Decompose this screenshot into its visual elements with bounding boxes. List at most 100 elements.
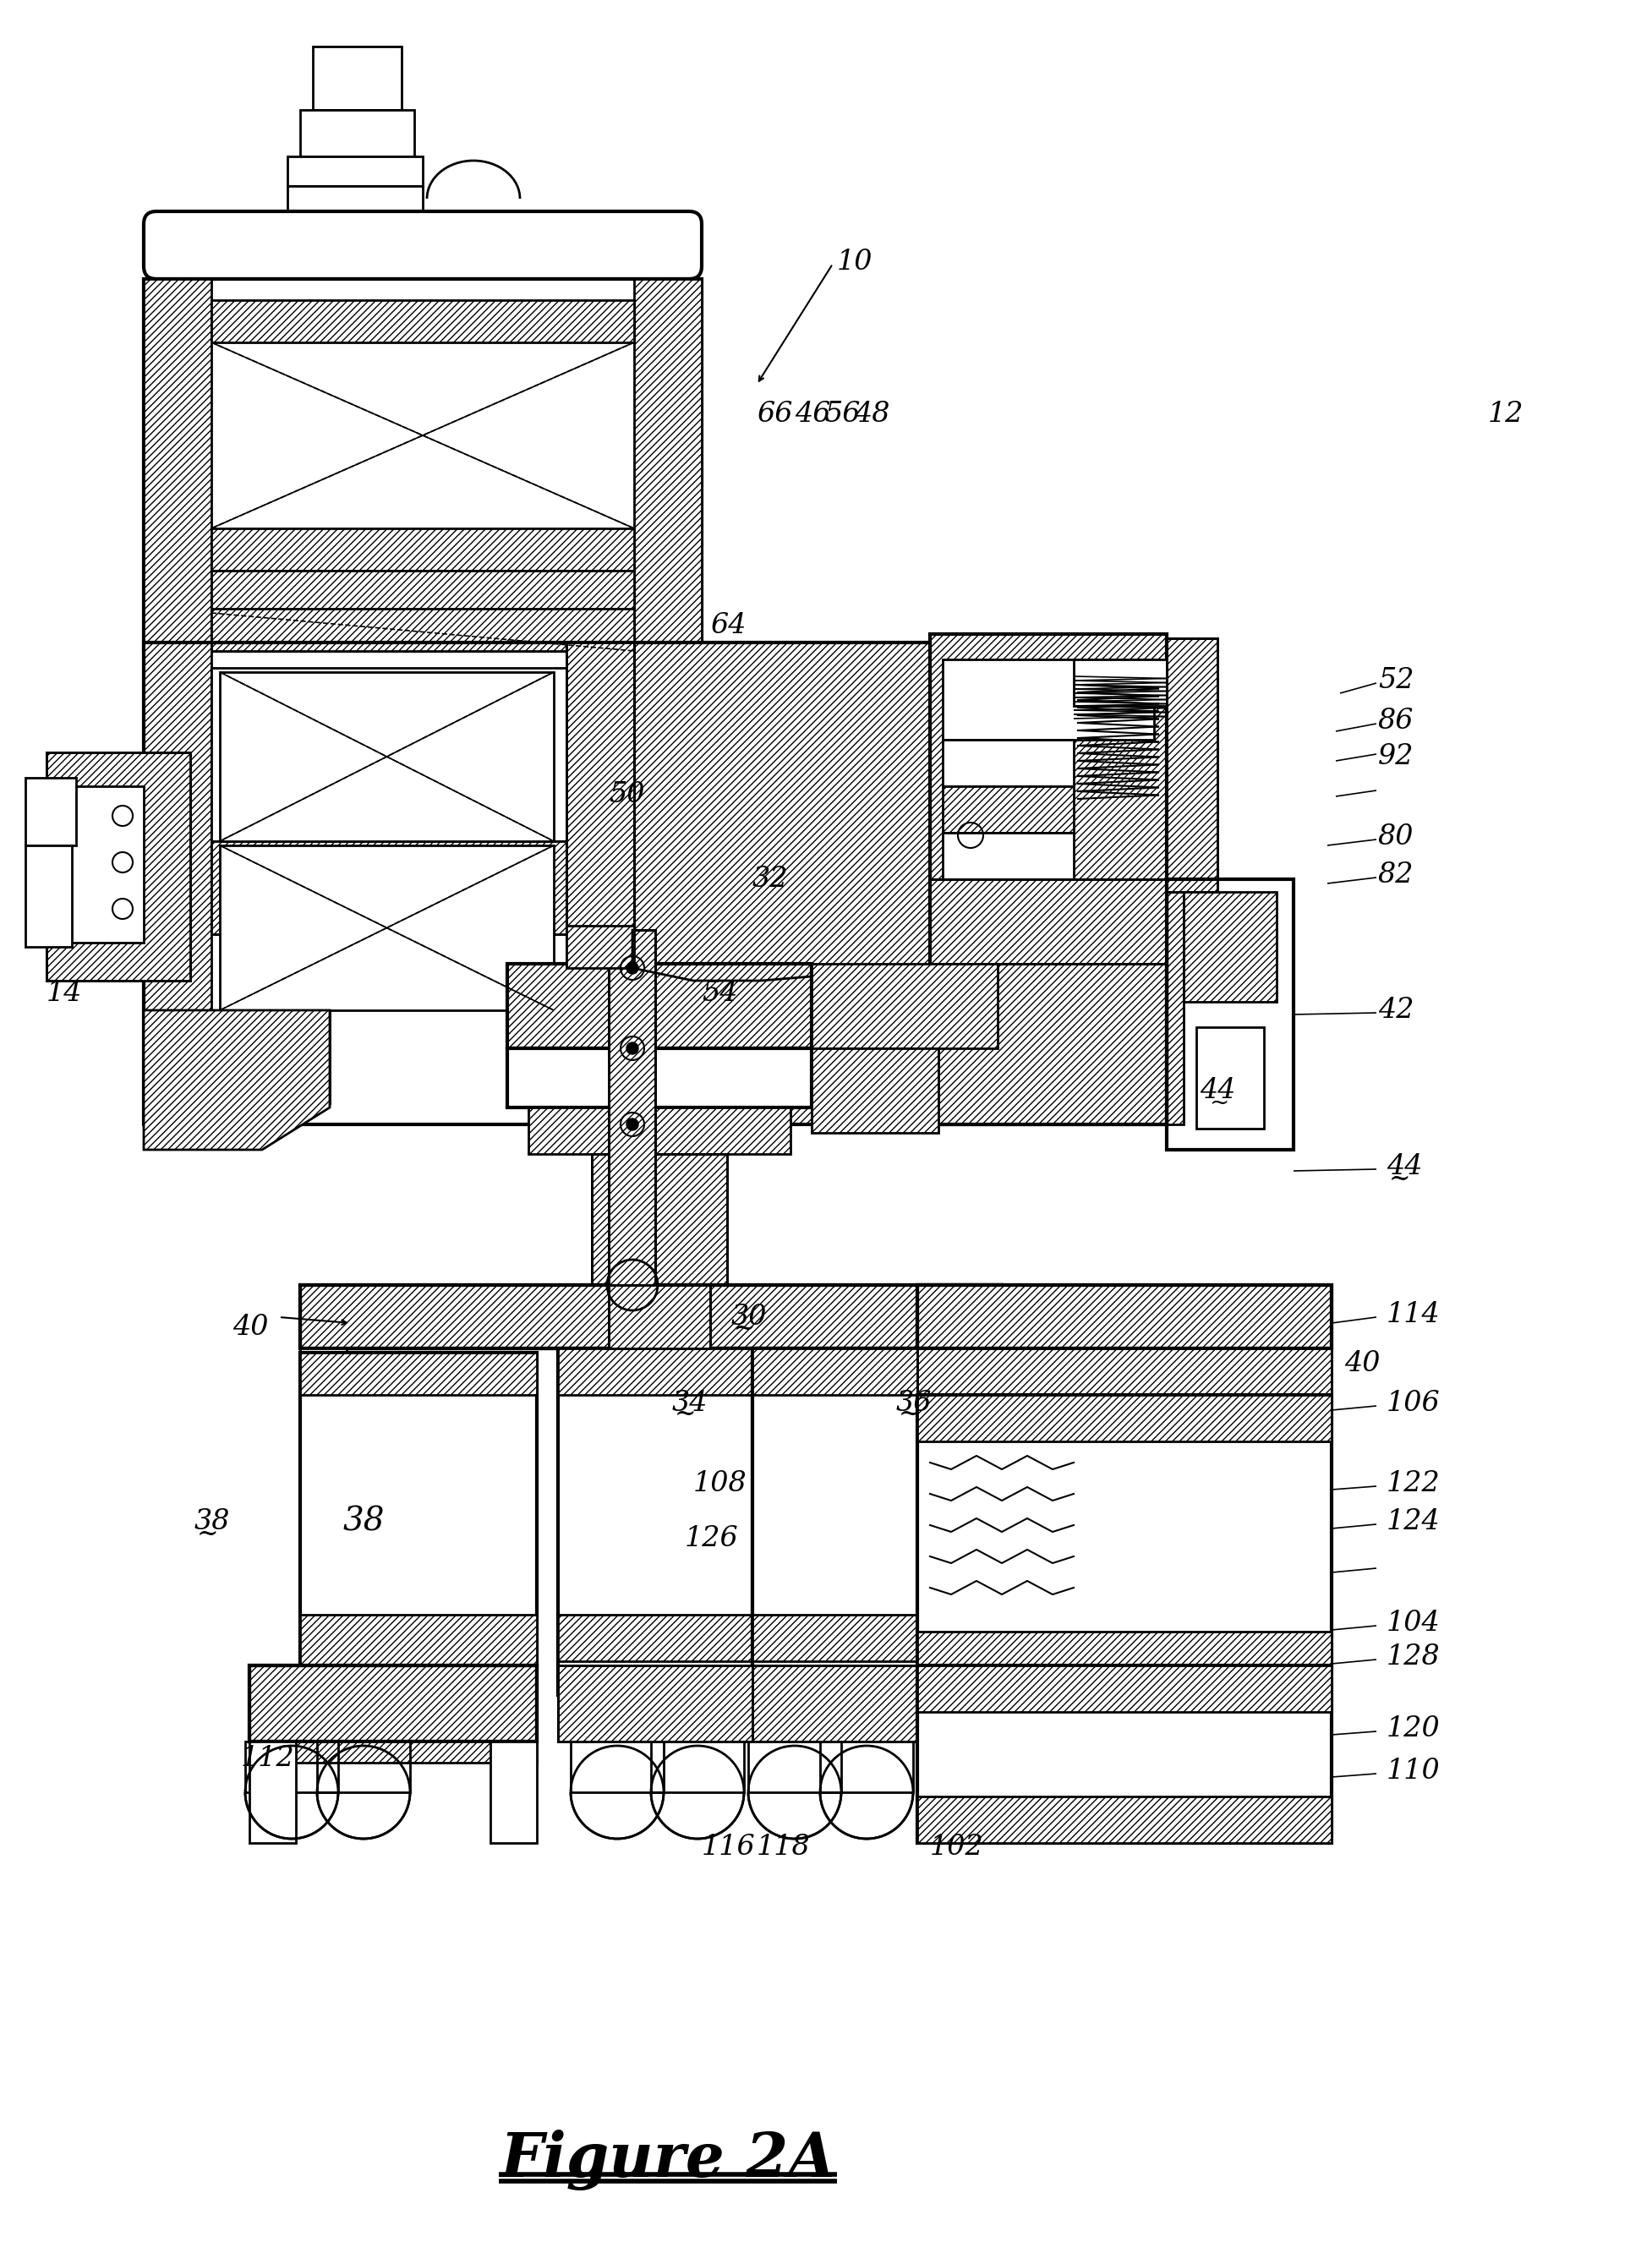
- Text: 54: 54: [702, 980, 738, 1007]
- Bar: [301, 1284, 1001, 1347]
- Bar: [752, 1665, 947, 1742]
- Bar: [46, 753, 190, 980]
- Bar: [249, 1742, 537, 1762]
- Bar: [287, 187, 423, 212]
- Text: ~: ~: [197, 1521, 218, 1548]
- Circle shape: [626, 1117, 638, 1131]
- Text: ~: ~: [733, 1316, 755, 1343]
- Bar: [752, 1615, 947, 1660]
- Bar: [211, 300, 634, 342]
- Bar: [529, 1108, 791, 1154]
- Bar: [819, 1742, 914, 1791]
- Bar: [301, 1442, 347, 1514]
- Bar: [1166, 638, 1218, 892]
- Bar: [567, 642, 634, 1149]
- Text: 40: 40: [233, 1313, 268, 1341]
- Text: 44: 44: [1386, 1154, 1422, 1181]
- Text: 40: 40: [1345, 1350, 1379, 1377]
- Text: 112: 112: [241, 1744, 294, 1771]
- Bar: [752, 1347, 947, 1694]
- Bar: [211, 529, 634, 570]
- Bar: [1166, 638, 1218, 892]
- Bar: [46, 786, 144, 942]
- Bar: [1285, 1442, 1332, 1514]
- Text: 114: 114: [1386, 1300, 1441, 1327]
- Text: 46: 46: [795, 401, 831, 428]
- Bar: [301, 1352, 537, 1665]
- Bar: [558, 1347, 752, 1694]
- Text: 86: 86: [1378, 707, 1414, 734]
- Bar: [917, 1665, 1332, 1712]
- Bar: [608, 930, 656, 1284]
- Text: 32: 32: [752, 865, 788, 892]
- Circle shape: [626, 962, 638, 973]
- Text: 38: 38: [195, 1507, 230, 1534]
- Bar: [507, 1048, 811, 1108]
- Bar: [917, 1395, 1332, 1665]
- Bar: [634, 279, 702, 651]
- Bar: [930, 633, 1166, 1124]
- Bar: [917, 1631, 1332, 1665]
- Bar: [608, 1284, 710, 1347]
- Text: 12: 12: [1488, 401, 1523, 428]
- Bar: [930, 879, 1166, 964]
- Bar: [249, 1665, 537, 1742]
- Text: 116: 116: [702, 1834, 755, 1861]
- Bar: [1285, 1347, 1332, 1442]
- Bar: [752, 1665, 947, 1742]
- Text: 102: 102: [930, 1834, 985, 1861]
- Text: ~: ~: [899, 1401, 920, 1428]
- Bar: [426, 237, 520, 261]
- Text: 66: 66: [757, 401, 793, 428]
- Text: 126: 126: [686, 1525, 738, 1552]
- Bar: [567, 926, 634, 969]
- Text: 56: 56: [824, 401, 861, 428]
- Bar: [608, 930, 656, 1284]
- Text: 80: 80: [1378, 822, 1414, 849]
- Bar: [287, 155, 423, 187]
- Bar: [917, 1347, 1332, 1395]
- Circle shape: [626, 1043, 638, 1054]
- Polygon shape: [144, 1009, 330, 1149]
- Text: ~: ~: [1211, 1093, 1229, 1115]
- Bar: [1196, 1027, 1264, 1129]
- Bar: [211, 840, 567, 935]
- Bar: [220, 671, 553, 840]
- Bar: [144, 1009, 330, 1057]
- Bar: [943, 660, 1155, 739]
- Text: 110: 110: [1386, 1757, 1441, 1784]
- Bar: [1074, 660, 1166, 705]
- Bar: [930, 633, 1166, 1124]
- Bar: [811, 1048, 938, 1133]
- Bar: [144, 642, 211, 1124]
- Bar: [570, 1742, 664, 1791]
- Bar: [25, 777, 76, 845]
- Text: 44: 44: [1199, 1077, 1236, 1104]
- Text: 36: 36: [895, 1390, 932, 1417]
- Bar: [558, 1665, 752, 1742]
- Bar: [752, 1347, 947, 1395]
- Bar: [943, 739, 1074, 786]
- Text: 108: 108: [694, 1471, 747, 1498]
- Text: 118: 118: [757, 1834, 811, 1861]
- Text: Figure 2A: Figure 2A: [501, 2129, 836, 2190]
- Text: 10: 10: [838, 248, 872, 275]
- Bar: [301, 1284, 1001, 1347]
- Text: 42: 42: [1378, 996, 1414, 1023]
- Bar: [917, 1284, 1332, 1347]
- Bar: [748, 1742, 841, 1791]
- Text: 14: 14: [46, 980, 83, 1007]
- Text: 82: 82: [1378, 861, 1414, 888]
- Bar: [301, 110, 415, 155]
- Bar: [249, 1665, 537, 1742]
- Bar: [317, 1742, 410, 1791]
- Bar: [917, 1395, 1332, 1442]
- Text: 106: 106: [1386, 1390, 1441, 1417]
- Text: 128: 128: [1386, 1642, 1441, 1669]
- Bar: [558, 1347, 752, 1395]
- Text: ~: ~: [674, 1401, 695, 1428]
- Text: 104: 104: [1386, 1609, 1441, 1636]
- Bar: [811, 964, 998, 1048]
- Bar: [917, 1796, 1332, 1843]
- Bar: [144, 1057, 330, 1104]
